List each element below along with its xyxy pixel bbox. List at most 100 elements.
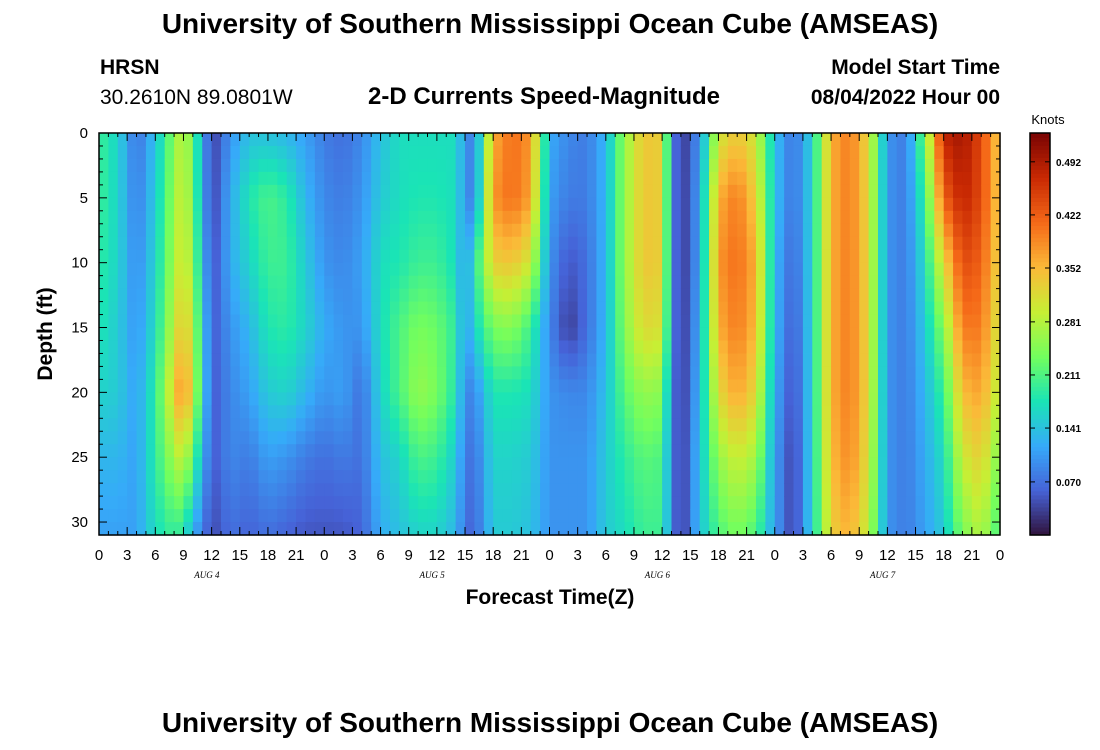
heatmap-cell bbox=[755, 249, 766, 264]
heatmap-cell bbox=[455, 496, 466, 510]
heatmap-cell bbox=[680, 470, 691, 484]
heatmap-cell bbox=[887, 288, 898, 303]
heatmap-cell bbox=[633, 392, 644, 406]
heatmap-cell bbox=[343, 522, 354, 536]
heatmap-cell bbox=[174, 288, 185, 303]
heatmap-cell bbox=[99, 275, 109, 290]
heatmap-cell bbox=[249, 184, 260, 199]
heatmap-cell bbox=[643, 275, 654, 290]
heatmap-cell bbox=[924, 496, 935, 510]
heatmap-cell bbox=[352, 457, 363, 471]
heatmap-cell bbox=[709, 444, 720, 458]
heatmap-cell bbox=[267, 392, 278, 406]
x-tick-label: 21 bbox=[738, 547, 755, 564]
heatmap-cell bbox=[605, 184, 616, 199]
heatmap-cell bbox=[624, 444, 635, 458]
heatmap-cell bbox=[389, 158, 400, 173]
heatmap-cell bbox=[249, 210, 260, 225]
x-tick-label: 21 bbox=[964, 547, 981, 564]
colorbar-segment bbox=[1030, 466, 1050, 472]
heatmap-cell bbox=[812, 418, 823, 432]
heatmap-cell bbox=[446, 236, 457, 251]
heatmap-cell bbox=[483, 366, 494, 380]
heatmap-cell bbox=[427, 171, 438, 186]
colorbar-segment bbox=[1030, 434, 1050, 440]
heatmap-cell bbox=[821, 483, 832, 497]
heatmap-cell bbox=[296, 223, 307, 238]
heatmap-cell bbox=[99, 509, 109, 523]
heatmap-cell bbox=[380, 522, 391, 536]
heatmap-cell bbox=[737, 133, 748, 147]
heatmap-cell bbox=[831, 457, 842, 471]
heatmap-cell bbox=[596, 133, 607, 147]
heatmap-cell bbox=[343, 314, 354, 329]
heatmap-cell bbox=[596, 171, 607, 186]
colorbar-tick-label: 0.352 bbox=[1056, 264, 1081, 275]
heatmap-cell bbox=[812, 483, 823, 497]
heatmap-cell bbox=[906, 275, 917, 290]
heatmap-cell bbox=[483, 496, 494, 510]
heatmap-cell bbox=[643, 288, 654, 303]
heatmap-cell bbox=[418, 444, 429, 458]
heatmap-cell bbox=[277, 431, 288, 445]
heatmap-cell bbox=[953, 158, 964, 173]
heatmap-cell bbox=[577, 197, 588, 212]
heatmap-cell bbox=[549, 340, 560, 355]
heatmap-cell bbox=[596, 223, 607, 238]
heatmap-cell bbox=[230, 431, 241, 445]
heatmap-cell bbox=[558, 379, 569, 393]
heatmap-cell bbox=[643, 210, 654, 225]
heatmap-cell bbox=[774, 327, 785, 342]
heatmap-cell bbox=[971, 444, 982, 458]
heatmap-cell bbox=[915, 379, 926, 393]
heatmap-cell bbox=[333, 457, 344, 471]
heatmap-cell bbox=[849, 457, 860, 471]
heatmap-cell bbox=[324, 431, 335, 445]
heatmap-cell bbox=[549, 366, 560, 380]
heatmap-cell bbox=[483, 197, 494, 212]
heatmap-cell bbox=[765, 197, 776, 212]
heatmap-cell bbox=[155, 418, 166, 432]
heatmap-cell bbox=[427, 392, 438, 406]
heatmap-cell bbox=[483, 145, 494, 160]
heatmap-cell bbox=[249, 314, 260, 329]
heatmap-cell bbox=[305, 470, 316, 484]
heatmap-cell bbox=[474, 405, 485, 419]
heatmap-cell bbox=[662, 223, 673, 238]
heatmap-cell bbox=[831, 327, 842, 342]
heatmap-cell bbox=[474, 353, 485, 368]
heatmap-cell bbox=[662, 133, 673, 147]
heatmap-cell bbox=[117, 249, 128, 264]
heatmap-cell bbox=[643, 431, 654, 445]
heatmap-cell bbox=[399, 327, 410, 342]
heatmap-cell bbox=[164, 158, 175, 173]
heatmap-cell bbox=[474, 158, 485, 173]
heatmap-cell bbox=[399, 210, 410, 225]
heatmap-cell bbox=[99, 171, 109, 186]
heatmap-cell bbox=[483, 418, 494, 432]
heatmap-cell bbox=[296, 210, 307, 225]
heatmap-cell bbox=[493, 314, 504, 329]
colorbar-segment bbox=[1030, 514, 1050, 520]
heatmap-cell bbox=[643, 158, 654, 173]
heatmap-cell bbox=[568, 210, 579, 225]
heatmap-cell bbox=[662, 314, 673, 329]
heatmap-cell bbox=[774, 210, 785, 225]
heatmap-cell bbox=[868, 353, 879, 368]
heatmap-cell bbox=[127, 522, 138, 536]
heatmap-cell bbox=[389, 353, 400, 368]
heatmap-cell bbox=[314, 184, 325, 199]
heatmap-cell bbox=[446, 353, 457, 368]
heatmap-cell bbox=[465, 392, 476, 406]
heatmap-cell bbox=[737, 197, 748, 212]
heatmap-cell bbox=[587, 366, 598, 380]
heatmap-cell bbox=[267, 145, 278, 160]
heatmap-cell bbox=[333, 353, 344, 368]
heatmap-cell bbox=[99, 210, 109, 225]
heatmap-cell bbox=[540, 392, 551, 406]
heatmap-cell bbox=[587, 496, 598, 510]
heatmap-cell bbox=[521, 133, 532, 147]
heatmap-cell bbox=[427, 457, 438, 471]
heatmap-cell bbox=[145, 483, 156, 497]
heatmap-cell bbox=[840, 288, 851, 303]
